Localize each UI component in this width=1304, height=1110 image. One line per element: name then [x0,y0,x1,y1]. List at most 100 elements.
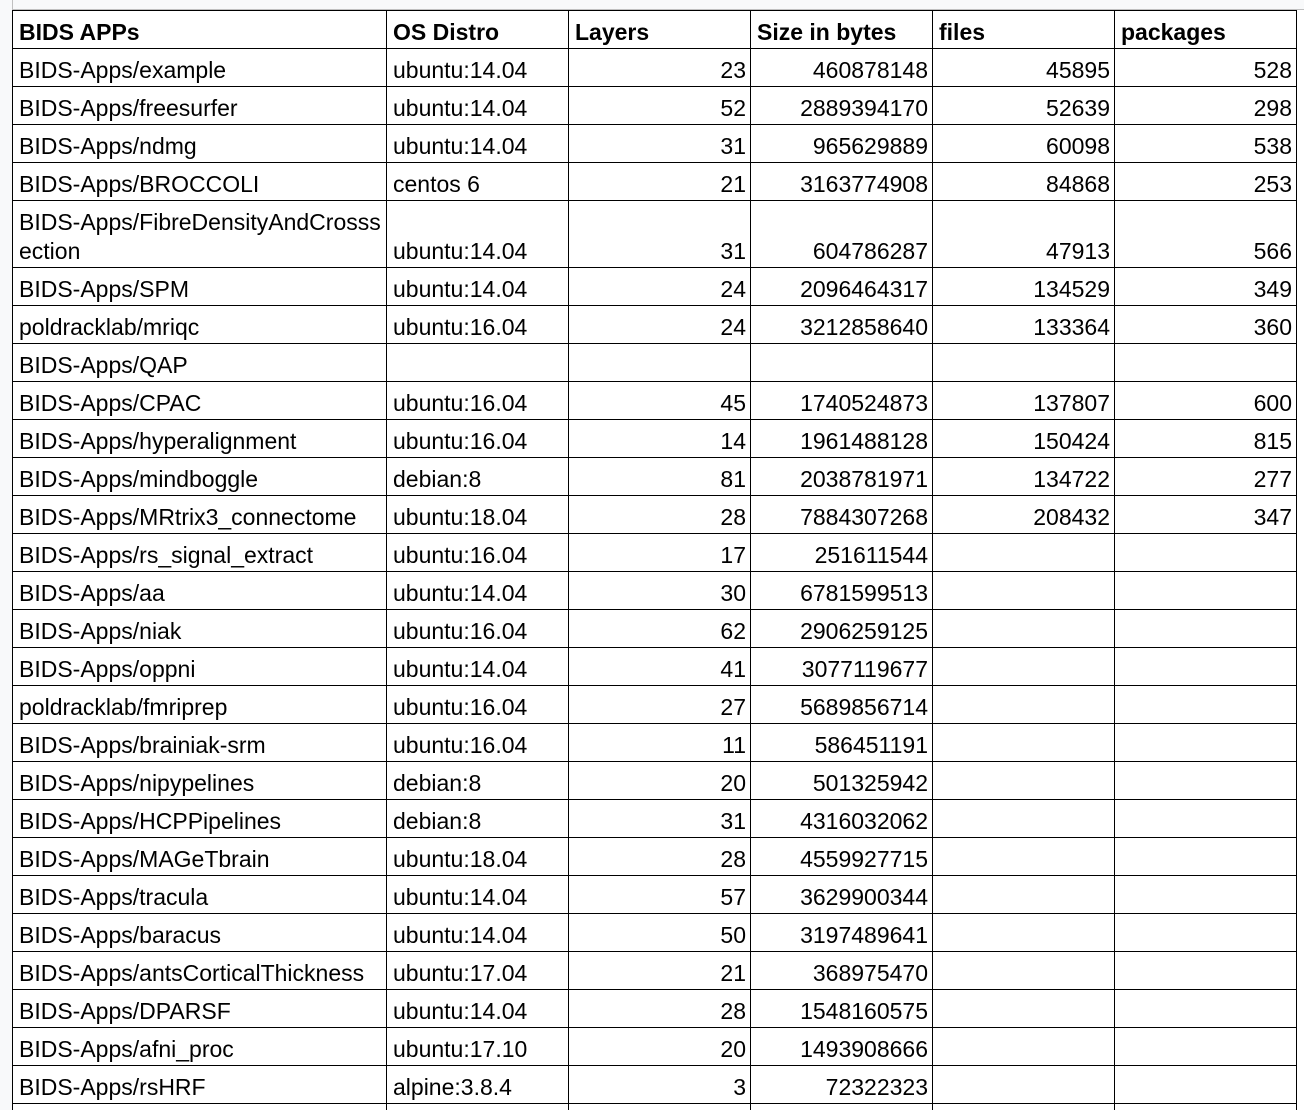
files-cell[interactable] [932,571,1115,610]
files-cell[interactable]: 134722 [932,457,1115,496]
layers-cell[interactable] [568,343,751,382]
app-cell[interactable]: BIDS-Apps/aa [12,571,387,610]
files-cell[interactable] [932,609,1115,648]
packages-cell[interactable] [1114,723,1297,762]
layers-cell[interactable]: 31 [568,124,751,163]
os-distro-cell[interactable]: ubuntu:14.04 [386,913,569,952]
files-cell[interactable] [932,533,1115,572]
layers-cell[interactable]: 28 [568,495,751,534]
size-cell[interactable]: 604786287 [750,200,933,268]
app-cell[interactable]: BIDS-Apps/antsCorticalThickness [12,951,387,990]
os-distro-cell[interactable]: ubuntu:14.04 [386,124,569,163]
os-distro-cell[interactable]: ubuntu:14.04 [386,200,569,268]
app-cell[interactable]: BIDS-Apps/oppni [12,647,387,686]
size-cell[interactable]: 460878148 [750,48,933,87]
size-cell[interactable]: 1961488128 [750,419,933,458]
layers-cell[interactable]: 20 [568,1027,751,1066]
packages-cell[interactable] [1114,571,1297,610]
layers-cell[interactable]: 27 [568,685,751,724]
layers-cell[interactable]: 50 [568,913,751,952]
os-distro-cell[interactable]: ubuntu:14.04 [386,875,569,914]
header-cell-files[interactable]: files [932,10,1115,49]
size-cell[interactable]: 5689856714 [750,685,933,724]
app-cell[interactable]: BIDS-Apps/HCPPipelines [12,799,387,838]
os-distro-cell[interactable]: ubuntu:16.04 [386,381,569,420]
app-cell[interactable]: BIDS-Apps/FibreDensityAndCrosssection [12,200,387,268]
packages-cell[interactable]: 360 [1114,305,1297,344]
layers-cell[interactable]: 24 [568,305,751,344]
files-cell[interactable] [932,685,1115,724]
app-cell[interactable]: BIDS-Apps/brainiak-srm [12,723,387,762]
os-distro-cell[interactable]: debian:8 [386,457,569,496]
size-cell[interactable]: 3212858640 [750,305,933,344]
layers-cell[interactable]: 52 [568,86,751,125]
packages-cell[interactable] [1114,647,1297,686]
packages-cell[interactable] [1114,533,1297,572]
os-distro-cell[interactable]: centos 6 [386,162,569,201]
column-header-strip[interactable] [0,0,1304,10]
header-cell-os-distro[interactable]: OS Distro [386,10,569,49]
app-cell[interactable]: BIDS-Apps/CPAC [12,381,387,420]
os-distro-cell[interactable]: ubuntu:14.04 [386,267,569,306]
packages-cell[interactable] [1114,1103,1297,1110]
files-cell[interactable] [932,1027,1115,1066]
layers-cell[interactable]: 28 [568,989,751,1028]
header-cell-apps[interactable]: BIDS APPs [12,10,387,49]
app-cell[interactable]: BIDS-Apps/DPARSF [12,989,387,1028]
layers-cell[interactable]: 20 [568,761,751,800]
os-distro-cell[interactable]: ubuntu:17.04 [386,951,569,990]
app-cell[interactable]: BIDS-Apps/freesurfer [12,86,387,125]
size-cell[interactable]: 4316032062 [750,799,933,838]
app-cell[interactable]: BIDS-Apps/nipypelines [12,761,387,800]
size-cell[interactable]: 3163774908 [750,162,933,201]
app-cell[interactable]: BIDS-Apps/hyperalignment [12,419,387,458]
size-cell[interactable]: 3629900344 [750,875,933,914]
app-cell[interactable]: BIDS-Apps/tracula [12,875,387,914]
app-cell[interactable]: BIDS-Apps/SPM [12,267,387,306]
files-cell[interactable] [932,989,1115,1028]
os-distro-cell[interactable]: debian:8 [386,761,569,800]
packages-cell[interactable] [1114,799,1297,838]
os-distro-cell[interactable]: ubuntu:18.04 [386,837,569,876]
size-cell[interactable]: 2096464317 [750,267,933,306]
os-distro-cell[interactable]: ubuntu:16.04 [386,419,569,458]
layers-cell[interactable]: 57 [568,875,751,914]
size-cell[interactable]: 3197489641 [750,913,933,952]
size-cell[interactable]: 501325942 [750,761,933,800]
os-distro-cell[interactable]: ubuntu:16.04 [386,533,569,572]
files-cell[interactable]: 45895 [932,48,1115,87]
header-cell-size[interactable]: Size in bytes [750,10,933,49]
os-distro-cell[interactable]: ubuntu:14.04 [386,86,569,125]
packages-cell[interactable]: 538 [1114,124,1297,163]
files-cell[interactable] [932,647,1115,686]
layers-cell[interactable]: 11 [568,723,751,762]
layers-cell[interactable]: 31 [568,200,751,268]
packages-cell[interactable] [1114,951,1297,990]
files-cell[interactable] [932,913,1115,952]
layers-cell[interactable]: 24 [568,267,751,306]
files-cell[interactable]: 137807 [932,381,1115,420]
size-cell[interactable]: 2906259125 [750,609,933,648]
layers-cell[interactable]: 21 [568,162,751,201]
os-distro-cell[interactable]: ubuntu:16.04 [386,305,569,344]
app-cell[interactable]: BIDS-Apps/MAGeTbrain [12,837,387,876]
app-cell[interactable]: BIDS-Apps/afni_proc [12,1027,387,1066]
os-distro-cell[interactable]: debian:8 [386,799,569,838]
app-cell[interactable]: BIDS-Apps/rsHRF [12,1065,387,1104]
os-distro-cell[interactable]: ubuntu:16.04 [386,723,569,762]
size-cell[interactable]: 368975470 [750,951,933,990]
header-cell-layers[interactable]: Layers [568,10,751,49]
size-cell[interactable]: 7884307268 [750,495,933,534]
size-cell[interactable]: 1493908666 [750,1027,933,1066]
app-cell[interactable]: BIDS-Apps/example [12,48,387,87]
layers-cell[interactable]: 62 [568,609,751,648]
layers-cell[interactable]: 23 [568,48,751,87]
app-cell[interactable]: BIDS-Apps/mindboggle [12,457,387,496]
app-cell[interactable]: BIDS-Apps/BROCCOLI [12,162,387,201]
packages-cell[interactable]: 347 [1114,495,1297,534]
os-distro-cell[interactable]: ubuntu:16.04 [386,609,569,648]
layers-cell[interactable]: 45 [568,381,751,420]
os-distro-cell[interactable]: alpine:3.8.4 [386,1065,569,1104]
os-distro-cell[interactable]: ubuntu:14.04 [386,647,569,686]
size-cell[interactable]: 965629889 [750,124,933,163]
